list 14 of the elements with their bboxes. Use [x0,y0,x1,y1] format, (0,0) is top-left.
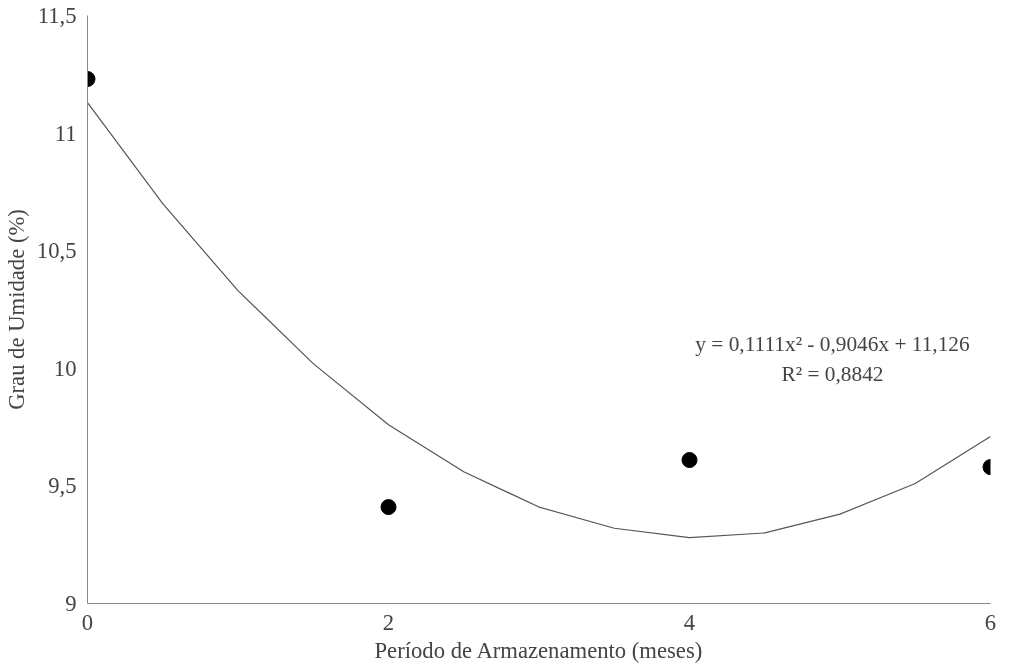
y-axis-title: Grau de Umidade (%) [3,209,29,410]
x-axis-title: Período de Armazenamento (meses) [374,637,703,663]
y-tick-label: 9,5 [48,473,77,499]
x-tick-label: 4 [683,609,696,635]
x-tick-label: 0 [81,609,94,635]
y-tick-label: 11,5 [37,3,77,28]
x-tick-label: 6 [984,609,997,635]
x-tick-label: 2 [382,609,395,635]
line-series [87,101,991,539]
y-tick-label: 10 [53,355,77,381]
y-tick-label: 11 [54,120,77,146]
annotation: y = 0,1111x² - 0,9046x + 11,126 R² = 0,8842 [695,331,970,386]
y-tick-label: 9 [65,591,77,616]
y-tick-label: 10,5 [36,238,77,264]
